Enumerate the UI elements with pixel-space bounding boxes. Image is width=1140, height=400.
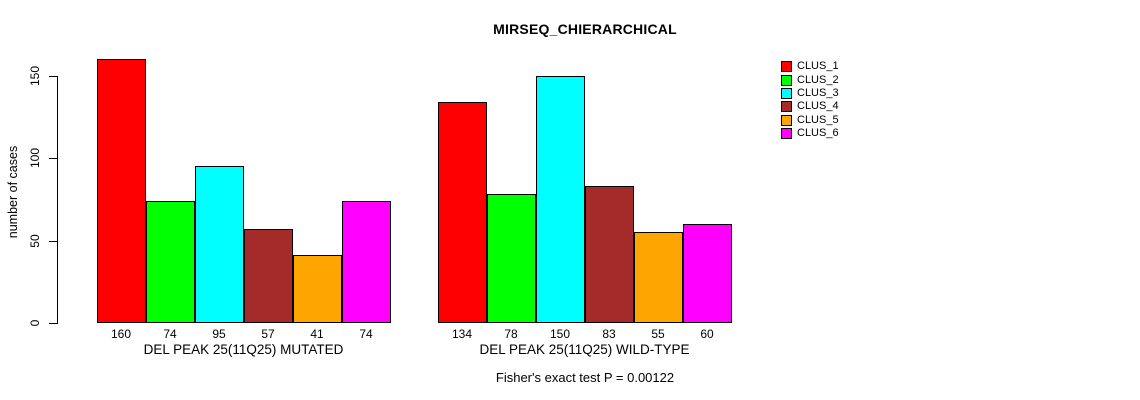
bar-CLUS_5	[633, 232, 683, 323]
bar-CLUS_2	[145, 200, 195, 323]
group-label: DEL PEAK 25(11Q25) WILD-TYPE	[479, 342, 690, 357]
chart-title: MIRSEQ_CHIERARCHICAL	[493, 21, 677, 37]
y-axis-line	[57, 75, 58, 324]
legend-item-clus_3: CLUS_3	[781, 87, 839, 100]
legend: CLUS_1 CLUS_2 CLUS_3 CLUS_4 CLUS_5 CLUS_6	[781, 60, 839, 140]
bar-value-label: 41	[310, 327, 324, 341]
bar-value-label: 160	[110, 327, 132, 341]
legend-label: CLUS_5	[797, 113, 839, 126]
y-axis-tick-label: 50	[28, 233, 42, 248]
legend-item-clus_1: CLUS_1	[781, 60, 839, 73]
bar-value-label: 95	[212, 327, 226, 341]
group-label: DEL PEAK 25(11Q25) MUTATED	[143, 342, 344, 357]
legend-label: CLUS_6	[797, 127, 839, 140]
annotation-fisher-test: Fisher's exact test P = 0.00122	[495, 370, 675, 385]
bar-value-label: 78	[504, 327, 518, 341]
bar-value-label: 74	[359, 327, 373, 341]
bar-CLUS_6	[682, 224, 732, 323]
legend-item-clus_5: CLUS_5	[781, 114, 839, 127]
bar-value-label: 150	[549, 327, 571, 341]
bar-CLUS_3	[194, 166, 244, 323]
legend-label: CLUS_3	[797, 86, 839, 99]
y-axis-tick	[49, 240, 57, 242]
y-axis-tick-label: 150	[28, 65, 42, 86]
bar-CLUS_4	[584, 186, 634, 323]
y-axis-tick-label: 0	[28, 319, 42, 327]
bar-value-label: 55	[651, 327, 665, 341]
bar-value-label: 134	[451, 327, 473, 341]
legend-swatch-icon	[781, 61, 792, 73]
legend-swatch-icon	[781, 114, 792, 126]
legend-swatch-icon	[781, 87, 792, 99]
bar-value-label: 57	[261, 327, 275, 341]
legend-swatch-icon	[781, 101, 792, 113]
y-axis-tick	[49, 158, 57, 159]
bar-CLUS_5	[292, 255, 342, 323]
legend-item-clus_4: CLUS_4	[781, 100, 839, 113]
legend-label: CLUS_4	[797, 100, 839, 113]
legend-label: CLUS_2	[797, 73, 839, 86]
y-axis-tick	[49, 323, 57, 324]
y-axis-tick	[49, 75, 57, 77]
legend-swatch-icon	[781, 74, 792, 86]
legend-item-clus_6: CLUS_6	[781, 127, 839, 140]
legend-swatch-icon	[781, 128, 792, 140]
bar-value-label: 60	[700, 327, 714, 341]
legend-item-clus_2: CLUS_2	[781, 73, 839, 86]
bar-CLUS_1	[96, 59, 146, 323]
bar-value-label: 83	[602, 327, 616, 341]
bar-CLUS_2	[486, 194, 536, 323]
y-axis-label: number of cases	[6, 145, 20, 239]
bar-CLUS_4	[243, 228, 293, 323]
legend-label: CLUS_1	[797, 60, 839, 73]
bar-CLUS_1	[437, 101, 487, 323]
y-axis-tick-label: 100	[28, 147, 42, 169]
bar-CLUS_3	[535, 75, 585, 323]
bar-value-label: 74	[163, 327, 177, 341]
bar-CLUS_6	[341, 200, 391, 323]
